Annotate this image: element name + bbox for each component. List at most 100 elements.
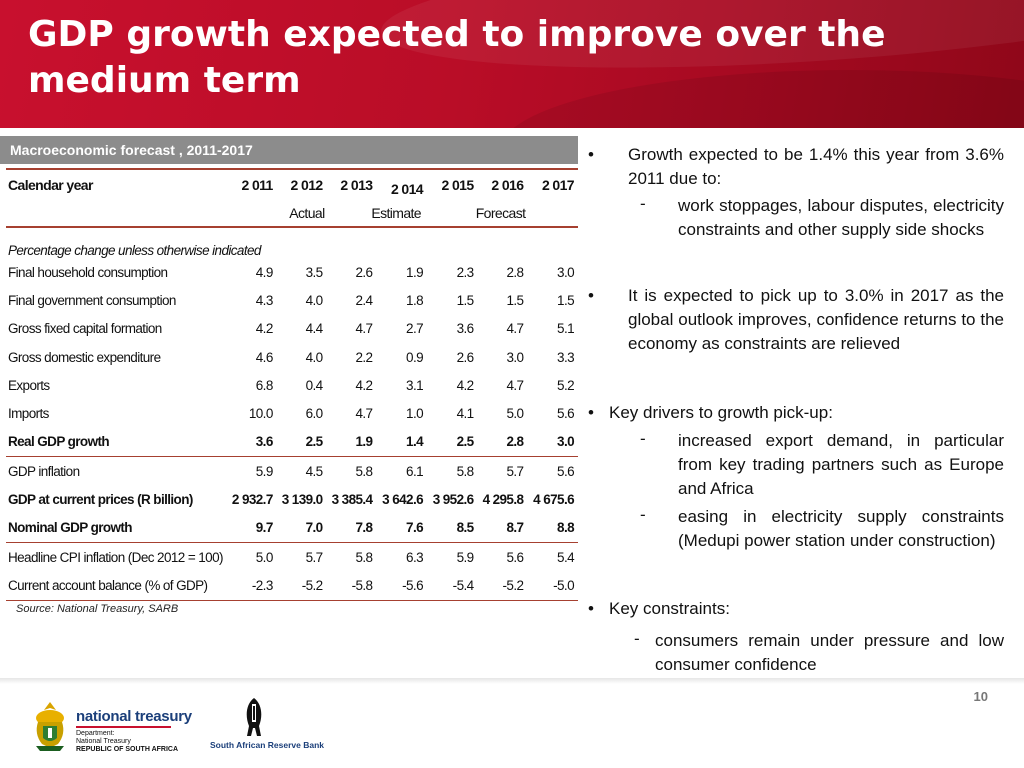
year-header-2014: 2 014 [390, 181, 424, 197]
table-group-row: Actual Estimate Forecast [6, 200, 578, 228]
sub-bullet-text: consumers remain under pressure and low … [655, 631, 1004, 674]
cell-value: 3.6 [226, 427, 277, 458]
table-row: Nominal GDP growth 9.7 7.0 7.8 7.6 8.5 8.7 8.8 [6, 514, 578, 543]
row-label: Final household consumption [8, 264, 168, 280]
cell-value: 7.6 [406, 520, 424, 536]
cell-value: 4.1 [456, 406, 475, 422]
cell-value: 8.8 [557, 520, 575, 536]
cell-value: 6.0 [305, 406, 324, 422]
cell-value: 10.0 [248, 406, 273, 422]
cell-value: 3 385.4 [331, 492, 373, 508]
bullet-marker: • [588, 286, 594, 305]
column-header-calendar-year: Calendar year [6, 168, 227, 200]
cell-value: 3.0 [557, 264, 575, 280]
sub-bullet-item: - consumers remain under pressure and lo… [588, 629, 1004, 677]
bullet-text: Key drivers to growth pick-up: [609, 403, 833, 422]
bullet-marker: • [588, 599, 594, 618]
forecast-table: Calendar year 2 011 2 012 2 013 2 014 2 … [6, 168, 578, 601]
table-row: Exports 6.8 0.4 4.2 3.1 4.2 4.7 5.2 [6, 371, 578, 399]
cell-value: 2.3 [456, 264, 475, 280]
cell-value: 4.5 [305, 463, 324, 479]
cell-value: 6.1 [406, 463, 424, 479]
cell-value: 9.7 [255, 520, 274, 536]
cell-value: 4.2 [255, 321, 274, 337]
sub-bullet-marker: - [640, 505, 646, 524]
cell-value: 3.1 [406, 377, 424, 393]
cell-value: 5.6 [557, 406, 575, 422]
cell-value: 5.1 [557, 321, 575, 337]
bullet-marker: • [588, 403, 594, 422]
cell-value: 5.6 [477, 541, 528, 572]
cell-value: 4.7 [355, 406, 373, 422]
bullet-text: It is expected to pick up to 3.0% in 201… [628, 286, 1004, 353]
cell-value: 5.8 [456, 463, 475, 479]
cell-value: 1.5 [506, 292, 524, 308]
cell-value: 3.6 [456, 321, 475, 337]
cell-value: 6.3 [376, 541, 427, 572]
cell-value: 5.8 [355, 463, 373, 479]
group-actual: Actual [226, 200, 327, 228]
table-row: GDP inflation 5.9 4.5 5.8 6.1 5.8 5.7 5.6 [6, 457, 578, 486]
cell-value: 4 295.8 [482, 492, 524, 508]
cell-value: 3.5 [305, 264, 324, 280]
cell-value: 3.0 [506, 349, 524, 365]
table-row: Imports 10.0 6.0 4.7 1.0 4.1 5.0 5.6 [6, 399, 578, 427]
table-note: Percentage change unless otherwise indic… [8, 243, 261, 258]
cell-value: 1.9 [326, 427, 377, 458]
cell-value: 8.5 [456, 520, 475, 536]
cell-value: 5.8 [326, 541, 377, 572]
year-header: 2 012 [276, 168, 327, 200]
table-row: Gross fixed capital formation 4.2 4.4 4.7 2.… [6, 315, 578, 343]
sub-bullet-marker: - [634, 629, 640, 648]
cell-value: 4.4 [305, 321, 324, 337]
year-header: 2 011 [226, 168, 277, 200]
cell-value: 3 642.6 [382, 492, 423, 508]
nt-name: national treasury [76, 708, 192, 725]
cell-value: 2.4 [355, 292, 373, 308]
year-header: 2 017 [527, 168, 578, 200]
bullet-text: Growth expected to be 1.4% this year fro… [628, 145, 1004, 188]
footer-divider [0, 678, 1024, 684]
cell-value: 5.4 [527, 541, 578, 572]
cell-value: 5.6 [557, 463, 575, 479]
sub-bullet-text: easing in electricity supply constraints… [678, 507, 1004, 550]
group-forecast: Forecast [427, 200, 528, 228]
year-header: 2 016 [477, 168, 528, 200]
cell-value: 1.5 [456, 292, 475, 308]
cell-value: 2.2 [355, 349, 373, 365]
cell-value: 3.0 [527, 427, 578, 458]
bullet-item: • Growth expected to be 1.4% this year f… [588, 143, 1004, 191]
cell-value: -5.6 [376, 571, 427, 601]
cell-value: 8.7 [506, 520, 524, 536]
bullet-item: • Key drivers to growth pick-up: [588, 401, 1004, 425]
cell-value: 2.8 [506, 264, 524, 280]
cell-value: 5.7 [276, 541, 327, 572]
cell-value: 7.8 [355, 520, 373, 536]
nt-rule [76, 726, 171, 728]
table-source: Source: National Treasury, SARB [16, 603, 179, 615]
cell-value: 7.0 [305, 520, 324, 536]
cell-value: 6.8 [255, 377, 274, 393]
cell-value: 4.7 [355, 321, 373, 337]
nt-dept2: National Treasury [76, 738, 131, 745]
cell-value: 1.5 [557, 292, 575, 308]
table-row: Final government consumption 4.3 4.0 2.4 1.8… [6, 286, 578, 314]
cell-value: -2.3 [226, 571, 277, 601]
cell-value: 1.4 [376, 427, 427, 458]
sarb-name: South African Reserve Bank [210, 740, 324, 750]
national-treasury-logo: national treasury Department: National T… [76, 708, 192, 754]
cell-value: 4.2 [456, 377, 475, 393]
table-row: Headline CPI inflation (Dec 2012 = 100) 5… [6, 541, 578, 572]
cell-value: 3 139.0 [281, 492, 323, 508]
cell-value: 5.9 [427, 541, 478, 572]
cell-value: 5.9 [255, 463, 274, 479]
year-header: 2 013 [326, 168, 377, 200]
row-label: Nominal GDP growth [8, 520, 133, 536]
cell-value: 4.7 [506, 377, 524, 393]
cell-value: -5.8 [326, 571, 377, 601]
row-label: Final government consumption [8, 292, 176, 308]
table-row: Current account balance (% of GDP) -2.3 -5… [6, 571, 578, 601]
coat-of-arms-icon [36, 702, 64, 751]
cell-value: 4.3 [255, 292, 274, 308]
cell-value: -5.0 [527, 571, 578, 601]
